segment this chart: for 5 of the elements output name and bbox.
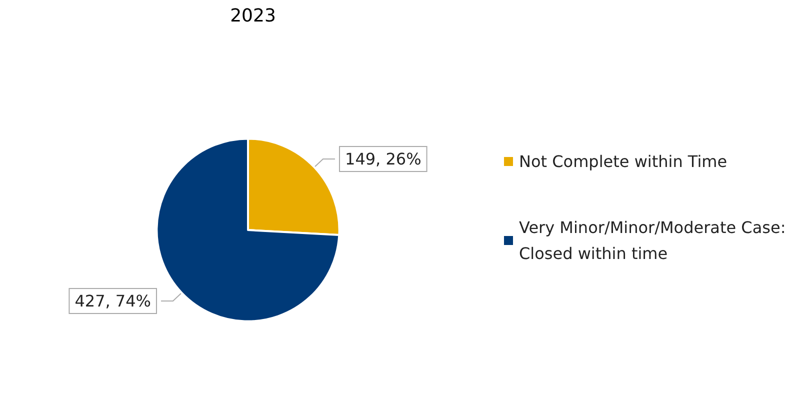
chart-title: 2023 <box>230 6 276 26</box>
data-label: 427, 74% <box>74 292 151 311</box>
data-label: 149, 26% <box>345 149 422 168</box>
legend-label: Very Minor/Minor/Moderate Case: Closed within time <box>519 218 791 263</box>
legend-label: Not Complete within Time <box>519 152 728 171</box>
